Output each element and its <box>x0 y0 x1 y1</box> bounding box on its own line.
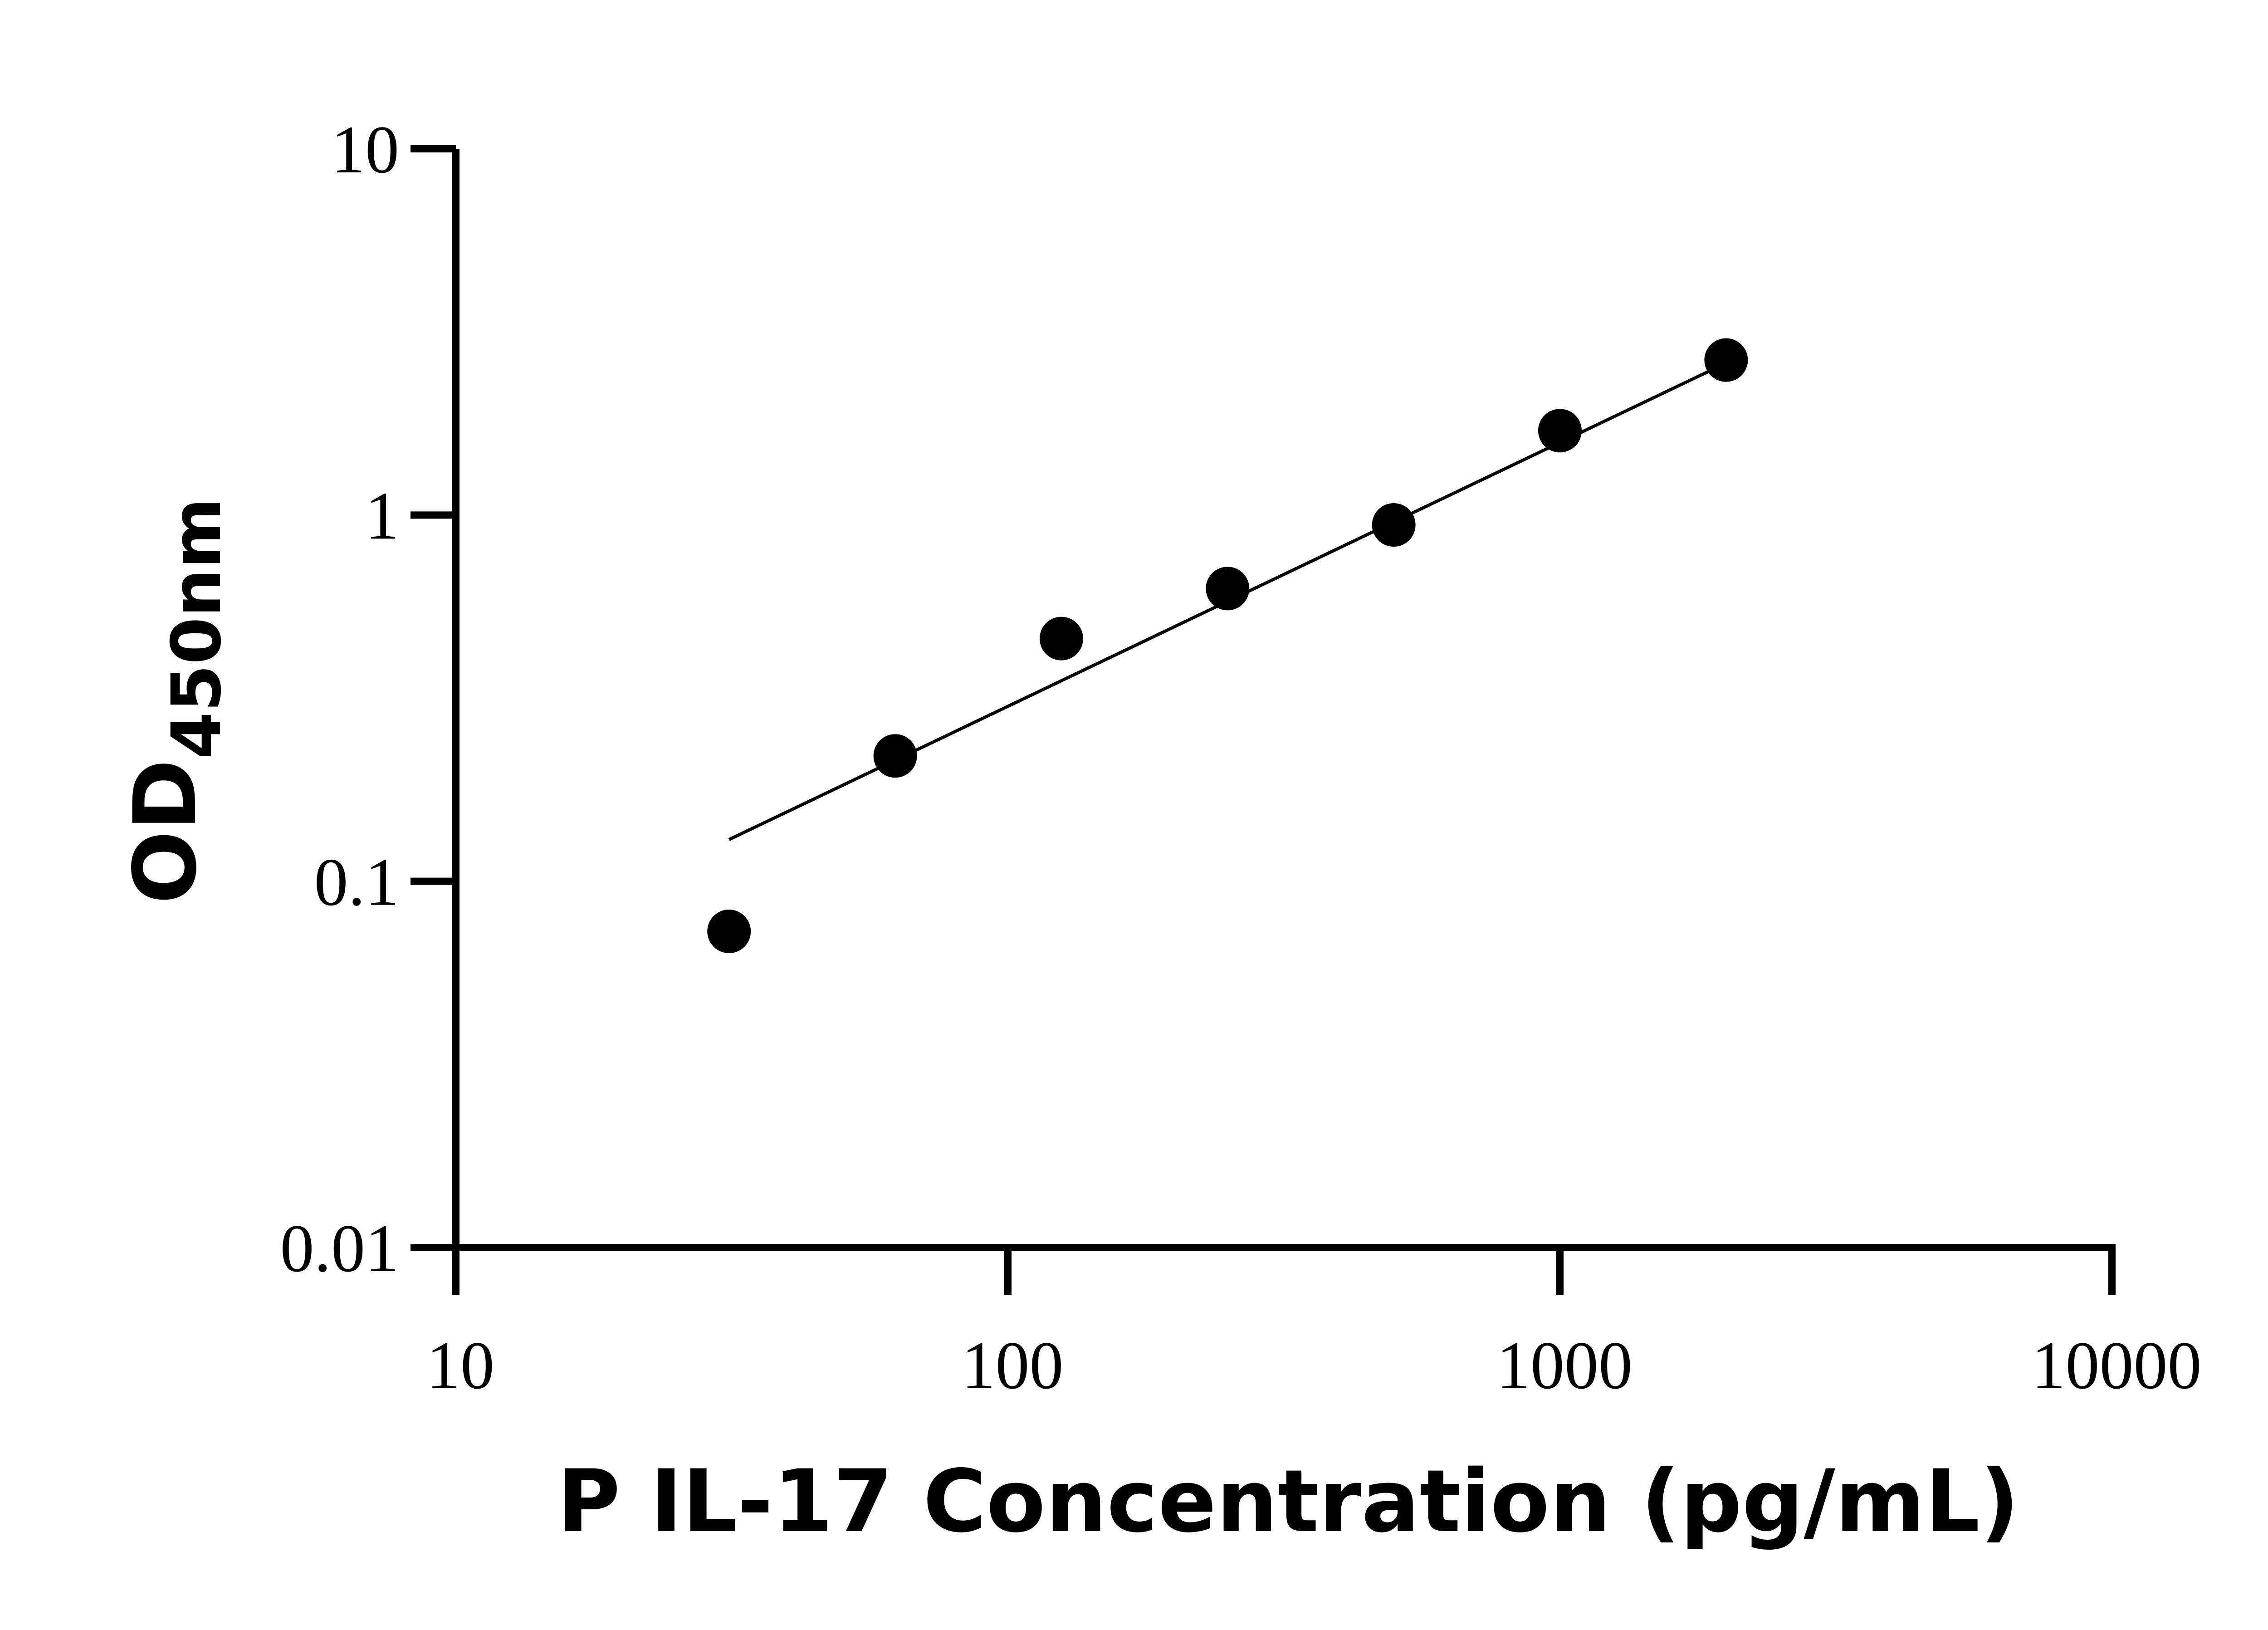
axes: 0.01 0.1 1 10 10 100 1000 10000 <box>280 112 2202 1403</box>
y-axis-title-subscript: 450nm <box>157 498 236 759</box>
y-tick-label-0: 0.01 <box>280 1211 400 1286</box>
data-point-0 <box>707 910 751 954</box>
data-point-5 <box>1538 409 1582 453</box>
data-point-6 <box>1704 338 1748 382</box>
data-point-3 <box>1206 567 1250 611</box>
labels-layer: P IL-17 Concentration (pg/mL) OD450nm <box>115 498 2019 1552</box>
data-points-layer <box>707 338 1748 954</box>
data-point-2 <box>1039 617 1083 661</box>
y-axis-title-main: OD <box>115 759 215 904</box>
x-tick-label-0: 10 <box>426 1328 494 1403</box>
x-tick-label-3: 10000 <box>2032 1328 2202 1403</box>
y-axis-title: OD450nm <box>115 498 236 904</box>
x-tick-label-1: 100 <box>962 1328 1064 1403</box>
y-tick-label-2: 1 <box>365 478 399 553</box>
data-point-4 <box>1372 503 1416 547</box>
x-tick-label-2: 1000 <box>1496 1328 1633 1403</box>
x-axis-title: P IL-17 Concentration (pg/mL) <box>557 1451 2019 1552</box>
y-tick-label-1: 0.1 <box>314 845 400 920</box>
y-tick-label-3: 10 <box>331 112 399 187</box>
data-point-1 <box>873 734 917 778</box>
